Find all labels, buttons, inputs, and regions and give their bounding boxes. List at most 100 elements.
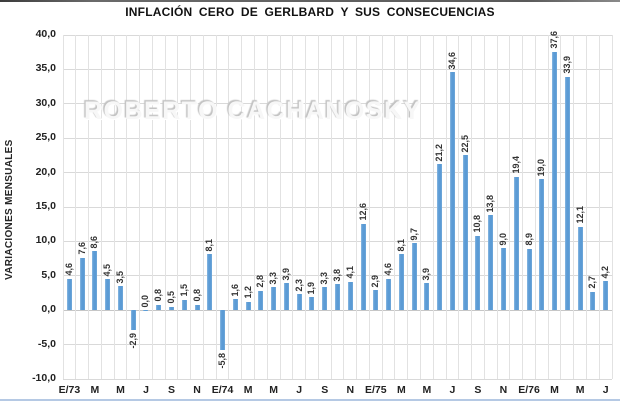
bar bbox=[577, 226, 583, 311]
bar-value-label: 9,0 bbox=[497, 232, 508, 246]
vertical-gridline bbox=[113, 35, 115, 379]
bar-value-label: 8,6 bbox=[89, 235, 100, 249]
bar bbox=[66, 278, 72, 311]
bar bbox=[449, 72, 455, 311]
bar bbox=[411, 243, 417, 311]
bar-value-label: 9,7 bbox=[408, 227, 419, 241]
bar-value-label: 3,5 bbox=[114, 270, 125, 284]
bar bbox=[462, 155, 468, 311]
bar-value-label: 2,8 bbox=[255, 275, 266, 288]
bar bbox=[130, 310, 136, 331]
x-tick-label: S bbox=[321, 384, 329, 396]
vertical-gridline bbox=[368, 35, 370, 379]
bar-value-label: 2,3 bbox=[293, 278, 304, 292]
bar bbox=[105, 279, 111, 311]
y-tick-label: 35,0 bbox=[35, 62, 56, 75]
bar bbox=[539, 179, 545, 311]
vertical-gridline bbox=[471, 35, 473, 379]
x-tick-label: J bbox=[602, 384, 609, 396]
bar-value-label: 33,9 bbox=[561, 56, 572, 74]
bar bbox=[424, 283, 430, 311]
bar-value-label: 3,9 bbox=[280, 267, 291, 281]
bar-value-label: 13,8 bbox=[485, 194, 496, 213]
vertical-gridline bbox=[407, 35, 409, 379]
bar bbox=[386, 278, 392, 311]
vertical-gridline bbox=[254, 35, 255, 379]
bar-value-label: 1,5 bbox=[178, 284, 189, 297]
bar bbox=[437, 164, 443, 311]
chart-title: INFLACIÓN CERO DE GERLBARD Y SUS CONSECU… bbox=[125, 5, 495, 19]
vertical-gridline bbox=[483, 35, 485, 379]
plot-area: 4,6 7,6 8,6 4,5 3,5 -2,9 0,0 0,8 0,5 1,5 0,8 8,1 -5,… bbox=[62, 31, 613, 380]
vertical-gridline bbox=[164, 35, 166, 379]
bar-value-label: 8,9 bbox=[523, 233, 534, 246]
bar-value-label: 1,2 bbox=[242, 286, 253, 299]
bar bbox=[207, 254, 213, 311]
bar bbox=[322, 287, 328, 311]
vertical-gridline bbox=[88, 35, 90, 379]
y-axis-title: VARIACIONES MENSUALES bbox=[4, 139, 15, 281]
bar bbox=[526, 248, 532, 311]
horizontal-gridline bbox=[63, 34, 612, 36]
horizontal-gridline bbox=[63, 103, 612, 105]
x-tick-label: M bbox=[422, 384, 432, 396]
bar bbox=[552, 51, 558, 311]
x-tick-label: M bbox=[396, 384, 406, 396]
top-border-line bbox=[0, 0, 620, 2]
bar-value-label: 19,0 bbox=[536, 158, 547, 177]
bar bbox=[92, 251, 98, 311]
vertical-gridline bbox=[611, 35, 613, 379]
vertical-gridline bbox=[560, 35, 562, 379]
vertical-gridline bbox=[330, 35, 332, 379]
vertical-gridline bbox=[534, 35, 536, 379]
bar bbox=[603, 281, 609, 311]
bar-value-label: 4,6 bbox=[383, 263, 394, 276]
horizontal-gridline bbox=[63, 378, 612, 380]
bar-value-label: 7,6 bbox=[76, 242, 87, 255]
bar-value-label: 4,2 bbox=[600, 265, 611, 279]
bar-value-label: 4,1 bbox=[344, 266, 355, 279]
bar bbox=[117, 286, 123, 311]
horizontal-gridline bbox=[63, 275, 612, 277]
bar-value-label: 0,0 bbox=[140, 294, 151, 308]
bar bbox=[296, 294, 302, 311]
horizontal-gridline bbox=[63, 240, 612, 242]
bar bbox=[347, 281, 353, 311]
bar-value-label: 19,4 bbox=[510, 156, 521, 174]
vertical-gridline bbox=[151, 35, 153, 379]
x-tick-label: J bbox=[296, 384, 303, 396]
y-tick-label: -5,0 bbox=[37, 337, 56, 350]
bar bbox=[194, 304, 200, 311]
x-tick-label: M bbox=[550, 384, 559, 396]
x-tick-label: J bbox=[143, 384, 149, 396]
y-tick-label: 30,0 bbox=[35, 96, 56, 109]
bar bbox=[245, 301, 251, 311]
vertical-gridline bbox=[585, 35, 587, 379]
bar-value-label: 21,2 bbox=[434, 143, 445, 162]
bar-value-label: 1,9 bbox=[306, 281, 317, 295]
bar-value-label: 4,5 bbox=[102, 263, 113, 277]
bar-value-label: -5,8 bbox=[217, 353, 228, 369]
x-tick-label: E/76 bbox=[518, 384, 540, 396]
bar bbox=[398, 254, 404, 311]
bar-value-label: 8,1 bbox=[395, 238, 406, 252]
bar-value-label: 8,1 bbox=[204, 238, 215, 252]
bar-value-label: 1,6 bbox=[229, 283, 240, 297]
bar-value-label: 37,6 bbox=[549, 30, 560, 49]
vertical-gridline bbox=[381, 35, 383, 379]
vertical-gridline bbox=[100, 35, 102, 379]
bar-value-label: 0,8 bbox=[191, 289, 202, 302]
vertical-gridline bbox=[75, 35, 77, 379]
bar bbox=[232, 299, 238, 311]
vertical-gridline bbox=[547, 35, 549, 379]
vertical-gridline bbox=[343, 35, 345, 379]
bar-value-label: 22,5 bbox=[459, 134, 470, 153]
y-tick-label: 0,0 bbox=[41, 303, 56, 316]
bottom-border-line bbox=[0, 399, 620, 401]
x-tick-label: E/73 bbox=[58, 384, 81, 396]
bar-value-label: 0,5 bbox=[166, 291, 177, 304]
bar bbox=[335, 284, 340, 311]
horizontal-gridline bbox=[63, 68, 612, 70]
vertical-gridline bbox=[394, 35, 396, 379]
x-tick-label: N bbox=[193, 384, 201, 396]
